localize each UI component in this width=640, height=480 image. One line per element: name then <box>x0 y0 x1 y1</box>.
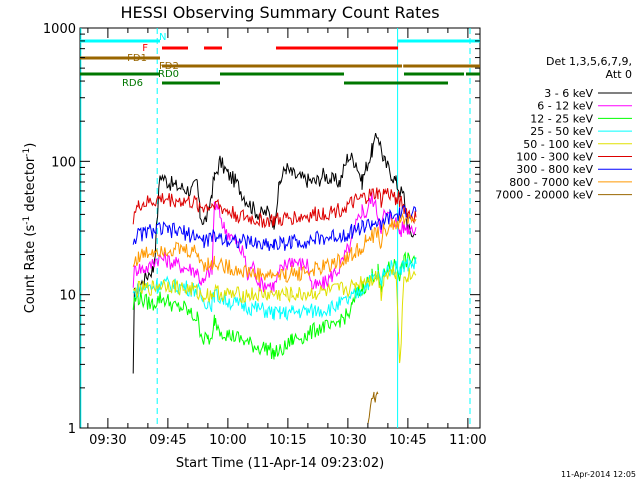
x-tick-label: 11:00 <box>449 433 486 448</box>
flag-label-f: F <box>142 43 148 54</box>
vertical-markers <box>80 28 471 428</box>
x-axis-label: Start Time (11-Apr-14 09:23:02) <box>176 456 384 471</box>
y-label-part-2: detector <box>23 156 38 216</box>
flag-label-rd0: RD0 <box>158 69 179 80</box>
flag-label-rd6: RD6 <box>122 78 143 89</box>
series-line <box>132 190 417 293</box>
flag-label-fd2: FD2 <box>159 61 179 72</box>
series-line <box>132 132 417 374</box>
y-tick-label: 10 <box>59 289 76 304</box>
y-label-sup-1: -1 <box>22 216 32 225</box>
series-line <box>132 204 417 251</box>
series-lines <box>132 132 417 424</box>
x-tick-label: 10:15 <box>269 433 306 448</box>
legend-entry-label: 6 - 12 keV <box>537 100 593 113</box>
legend-entry-label: 25 - 50 keV <box>530 125 593 138</box>
flag-label-n: N <box>159 32 166 43</box>
legend-header-line-1: Det 1,3,5,6,7,9, <box>546 55 632 68</box>
x-tick-label: 10:45 <box>389 433 426 448</box>
legend-entry-label: 7000 - 20000 keV <box>495 189 593 202</box>
series-line <box>132 187 417 229</box>
x-tick-label: 10:00 <box>209 433 246 448</box>
series-line <box>132 265 417 364</box>
y-axis-label: Count Rate (s-1 detector-1) <box>22 143 38 314</box>
y-tick-label: 1000 <box>43 22 76 37</box>
x-tick-label: 09:30 <box>89 433 126 448</box>
series-line <box>367 391 379 424</box>
legend-entry-label: 50 - 100 keV <box>523 138 593 151</box>
y-label-part-3: ) <box>23 143 38 148</box>
y-tick-label: 100 <box>51 155 76 170</box>
y-label-sup-2: -1 <box>22 148 32 157</box>
y-label-part-1: Count Rate (s <box>23 225 38 314</box>
x-tick-label: 10:30 <box>329 433 366 448</box>
legend-entry-label: 300 - 800 keV <box>516 163 593 176</box>
legend-entry-label: 12 - 25 keV <box>530 112 593 125</box>
y-tick-label: 1 <box>68 422 76 437</box>
plot-area <box>79 27 481 429</box>
legend-header-line-2: Att 0 <box>606 68 632 81</box>
legend-entry-label: 3 - 6 keV <box>544 87 593 100</box>
series-line <box>132 251 417 360</box>
flag-label-fd1: FD1 <box>127 53 147 64</box>
generation-timestamp: 11-Apr-2014 12:05 <box>561 470 636 479</box>
legend-entry-label: 800 - 7000 keV <box>509 176 593 189</box>
legend-entry-label: 100 - 300 keV <box>516 151 593 164</box>
y-axis: 1 10 100 1000 <box>43 22 480 437</box>
x-axis: 09:30 09:45 10:00 10:15 10:30 10:45 11:00 <box>87 28 487 448</box>
series-line <box>132 212 417 283</box>
x-tick-label: 09:45 <box>149 433 186 448</box>
chart-title: HESSI Observing Summary Count Rates <box>120 3 439 22</box>
plot-border <box>79 27 481 429</box>
